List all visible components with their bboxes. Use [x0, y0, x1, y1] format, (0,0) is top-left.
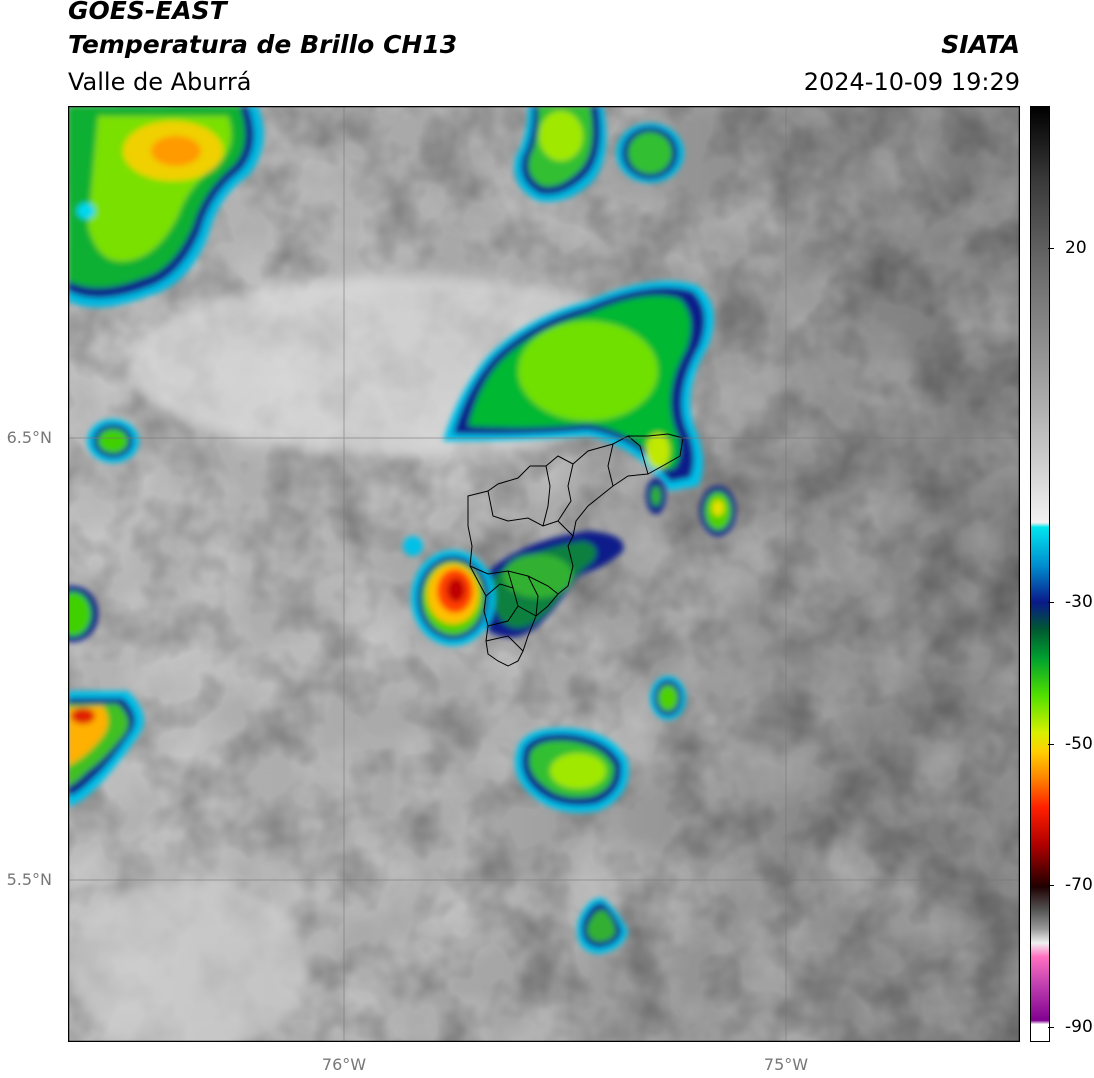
- lon-label: 76°W: [321, 1055, 367, 1074]
- lon-label: 75°W: [763, 1055, 809, 1074]
- subtitle: Temperatura de Brillo CH13: [68, 30, 458, 59]
- lat-label: 5.5°N: [6, 870, 52, 889]
- colorbar: [1030, 106, 1050, 1042]
- colorbar-tick: [1048, 743, 1054, 745]
- colorbar-tick-label: -30: [1065, 591, 1093, 612]
- municipal-boundaries: [467, 433, 684, 667]
- colorbar-tick: [1048, 1026, 1054, 1028]
- region: Valle de Aburrá: [68, 68, 252, 96]
- graticule: [68, 106, 1020, 1042]
- map-frame: [68, 106, 1020, 1042]
- colorbar-tick-label: -90: [1065, 1016, 1093, 1037]
- title: GOES-EAST: [68, 0, 227, 25]
- datetime: 2024-10-09 19:29: [803, 68, 1020, 96]
- colorbar-tick-label: -50: [1065, 733, 1093, 754]
- colorbar-tick-label: 20: [1065, 237, 1087, 258]
- map: [68, 106, 1020, 1042]
- colorbar-tick: [1048, 601, 1054, 603]
- lat-label: 6.5°N: [6, 428, 52, 447]
- colorbar-tick: [1048, 247, 1054, 249]
- haze: [68, 876, 308, 1042]
- colorbar-tick-label: -70: [1065, 875, 1093, 896]
- source: SIATA: [941, 30, 1020, 59]
- colorbar-tick: [1048, 885, 1054, 887]
